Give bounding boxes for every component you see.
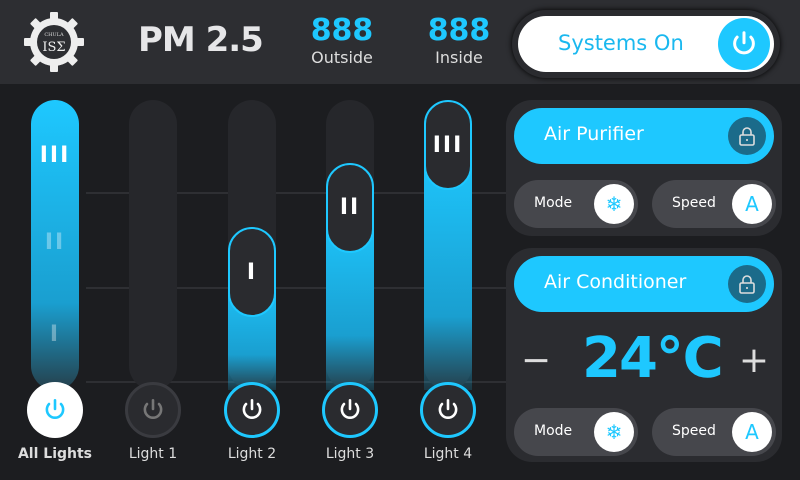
systems-toggle[interactable]: Systems On [512,10,780,78]
ac-speed-control[interactable]: Speed A [652,408,776,456]
air-purifier-title: Air Purifier [544,123,644,145]
page-title: PM 2.5 [138,20,264,60]
inside-label: Inside [435,48,483,67]
inside-reading: 888 Inside [414,14,504,68]
slider-knob[interactable]: I [228,227,276,318]
header-bar: CHULA ISΣ PM 2.5 888 Outside 888 Inside … [0,0,800,84]
chula-ise-logo: CHULA ISΣ [24,12,84,72]
temp-decrease-button[interactable]: − [520,340,552,381]
snowflake-icon[interactable]: ❄ [594,412,634,452]
light-slider-4[interactable]: III [424,100,472,390]
inside-value: 888 [427,13,491,48]
light-slider-3[interactable]: II [326,100,374,390]
svg-text:ISΣ: ISΣ [42,40,65,55]
level-mark: I [49,322,61,347]
divider [86,287,506,289]
purifier-mode-control[interactable]: Mode ❄ [514,180,638,228]
lock-icon[interactable] [728,117,766,155]
slider-knob[interactable]: III [39,142,71,168]
lock-icon[interactable] [728,265,766,303]
light-label: Light 2 [227,446,277,462]
temperature-value: 24℃ [582,326,724,391]
systems-label: Systems On [558,31,684,55]
light-label: Light 4 [423,446,473,462]
speed-label: Speed [672,423,716,439]
air-conditioner-title: Air Conditioner [544,271,687,293]
air-purifier-toggle[interactable]: Air Purifier [514,108,774,164]
speed-value[interactable]: A [732,412,772,452]
slider-knob[interactable]: III [424,100,472,190]
power-icon[interactable] [125,382,181,438]
slider-fill [31,100,79,390]
light-label: Light 3 [325,446,375,462]
slider-knob[interactable]: II [326,162,374,253]
outside-label: Outside [311,48,373,67]
light-slider-2[interactable]: I [228,100,276,390]
light-label: All Lights [17,446,93,462]
power-icon[interactable] [322,382,378,438]
mode-label: Mode [534,423,573,439]
air-conditioner-toggle[interactable]: Air Conditioner [514,256,774,312]
outside-reading: 888 Outside [297,14,387,68]
snowflake-icon[interactable]: ❄ [594,184,634,224]
divider [86,192,506,194]
speed-value[interactable]: A [732,184,772,224]
air-conditioner-panel: Air Conditioner − 24℃ + Mode ❄ Speed A [506,248,782,462]
speed-label: Speed [672,195,716,211]
outside-value: 888 [310,13,374,48]
power-icon[interactable] [27,382,83,438]
temp-increase-button[interactable]: + [738,340,770,381]
power-icon[interactable] [420,382,476,438]
svg-text:CHULA: CHULA [44,32,64,38]
mode-label: Mode [534,195,573,211]
level-mark: II [44,230,66,255]
light-label: Light 1 [128,446,178,462]
power-icon[interactable] [718,18,770,70]
light-slider-1[interactable] [129,100,177,390]
power-icon[interactable] [224,382,280,438]
air-purifier-panel: Air Purifier Mode ❄ Speed A [506,100,782,236]
ac-mode-control[interactable]: Mode ❄ [514,408,638,456]
purifier-speed-control[interactable]: Speed A [652,180,776,228]
light-slider-0[interactable]: II I III [31,100,79,390]
divider [86,381,506,383]
